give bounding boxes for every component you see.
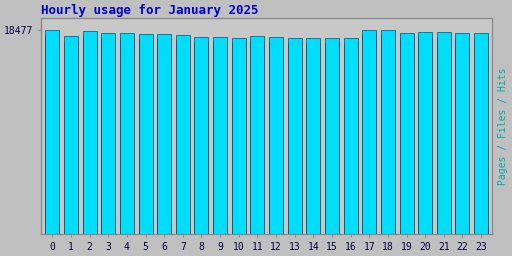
Bar [325, 43, 339, 234]
Bar [456, 41, 470, 234]
Y-axis label: Pages / Files / Hits: Pages / Files / Hits [498, 68, 508, 185]
Bar [362, 30, 376, 234]
Bar [306, 46, 321, 234]
Bar [288, 46, 302, 234]
Bar [418, 37, 432, 234]
Bar [195, 45, 208, 234]
Bar [306, 38, 321, 234]
Bar [456, 33, 470, 234]
Bar [437, 40, 451, 234]
Bar [64, 36, 78, 234]
Bar [176, 43, 190, 234]
Bar [474, 38, 488, 234]
Bar [362, 38, 376, 234]
Bar [232, 43, 246, 234]
Bar [418, 40, 432, 234]
Bar [82, 39, 97, 234]
Bar [306, 43, 321, 234]
Bar [46, 35, 59, 234]
Bar [195, 37, 208, 234]
Bar [418, 32, 432, 234]
Bar [288, 38, 302, 234]
Bar [139, 39, 153, 234]
Bar [250, 36, 264, 234]
Bar [213, 37, 227, 234]
Bar [325, 46, 339, 234]
Bar [176, 40, 190, 234]
Bar [120, 40, 134, 234]
Bar [288, 43, 302, 234]
Bar [269, 37, 283, 234]
Bar [344, 38, 357, 234]
Bar [213, 42, 227, 234]
Bar [474, 33, 488, 234]
Bar [437, 37, 451, 234]
Bar [250, 44, 264, 234]
Bar [176, 36, 190, 234]
Bar [213, 45, 227, 234]
Bar [232, 46, 246, 234]
Bar [362, 35, 376, 234]
Bar [139, 34, 153, 234]
Bar [232, 38, 246, 234]
Bar [82, 36, 97, 234]
Bar [195, 42, 208, 234]
Bar [101, 38, 115, 234]
Bar [381, 30, 395, 234]
Bar [157, 34, 171, 234]
Bar [82, 31, 97, 234]
Bar [269, 45, 283, 234]
Bar [101, 40, 115, 234]
Bar [157, 39, 171, 234]
Bar [456, 38, 470, 234]
Bar [64, 44, 78, 234]
Bar [250, 41, 264, 234]
Bar [399, 33, 414, 234]
Bar [381, 35, 395, 234]
Bar [325, 38, 339, 234]
Text: Hourly usage for January 2025: Hourly usage for January 2025 [41, 4, 259, 17]
Bar [101, 33, 115, 234]
Bar [157, 42, 171, 234]
Bar [399, 38, 414, 234]
Bar [344, 43, 357, 234]
Bar [46, 38, 59, 234]
Bar [64, 41, 78, 234]
Bar [344, 46, 357, 234]
Bar [269, 42, 283, 234]
Bar [120, 33, 134, 234]
Bar [139, 41, 153, 234]
Bar [381, 38, 395, 234]
Bar [46, 30, 59, 234]
Bar [120, 38, 134, 234]
Bar [399, 41, 414, 234]
Bar [437, 32, 451, 234]
Bar [474, 41, 488, 234]
